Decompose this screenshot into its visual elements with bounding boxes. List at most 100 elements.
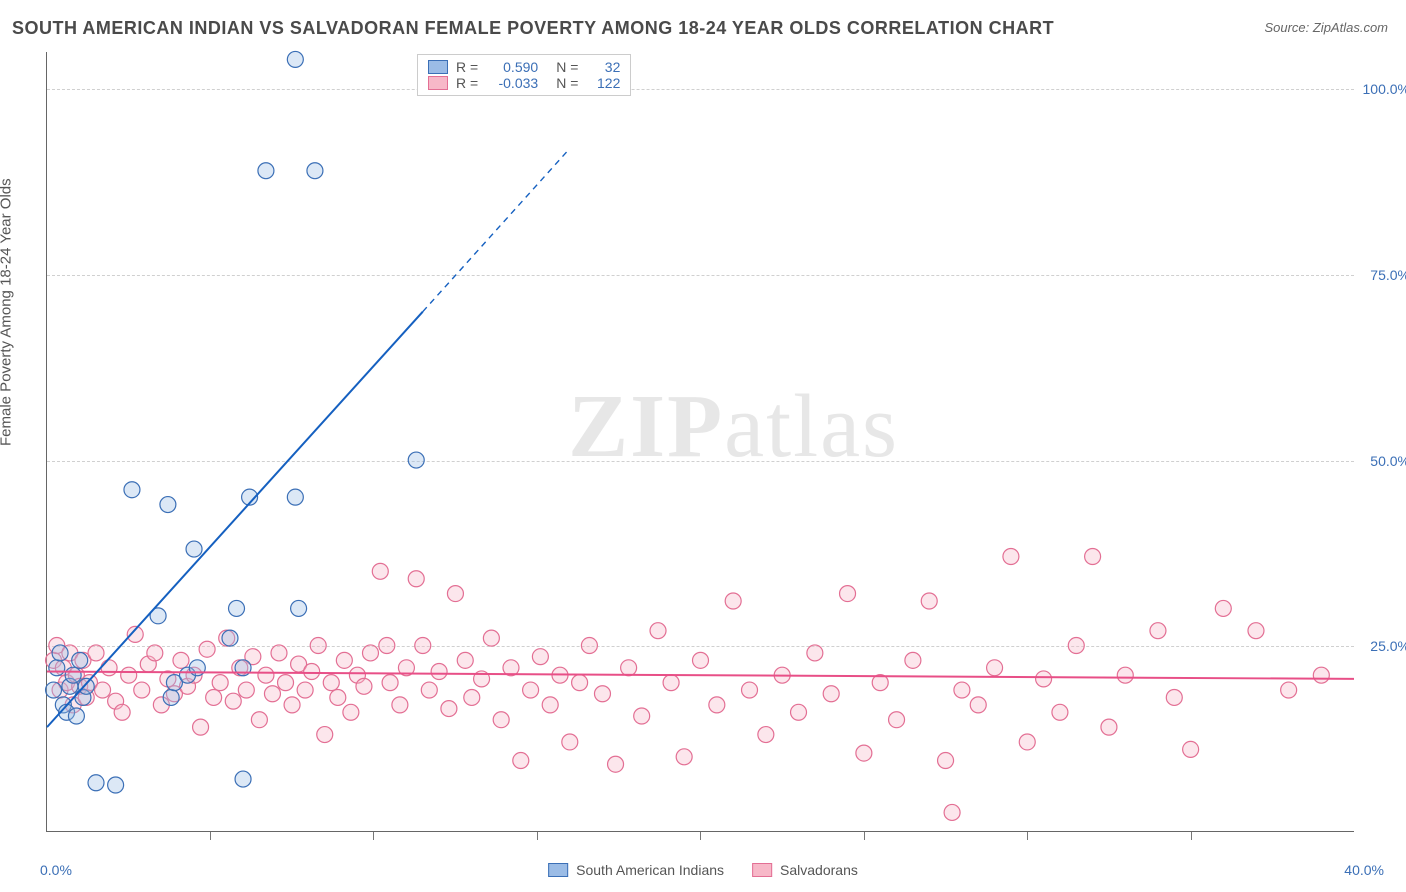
data-point <box>823 686 839 702</box>
data-point <box>542 697 558 713</box>
data-point <box>186 541 202 557</box>
data-point <box>441 701 457 717</box>
data-point <box>173 652 189 668</box>
data-point <box>1313 667 1329 683</box>
data-point <box>709 697 725 713</box>
data-point <box>238 682 254 698</box>
data-point <box>431 664 447 680</box>
legend-swatch <box>548 863 568 877</box>
data-point <box>493 712 509 728</box>
data-point <box>464 689 480 705</box>
data-point <box>676 749 692 765</box>
data-point <box>49 660 65 676</box>
data-point <box>278 675 294 691</box>
data-point <box>304 664 320 680</box>
chart-title: SOUTH AMERICAN INDIAN VS SALVADORAN FEMA… <box>12 18 1054 39</box>
data-point <box>101 660 117 676</box>
data-point <box>742 682 758 698</box>
x-tick-min: 0.0% <box>40 862 72 878</box>
data-point <box>317 727 333 743</box>
data-point <box>330 689 346 705</box>
data-point <box>362 645 378 661</box>
data-point <box>287 51 303 67</box>
data-point <box>88 645 104 661</box>
data-point <box>372 563 388 579</box>
data-point <box>562 734 578 750</box>
data-point <box>944 804 960 820</box>
data-point <box>483 630 499 646</box>
data-point <box>72 652 88 668</box>
data-point <box>725 593 741 609</box>
data-point <box>229 600 245 616</box>
data-point <box>264 686 280 702</box>
data-point <box>193 719 209 735</box>
data-point <box>987 660 1003 676</box>
plot-area: ZIPatlas 25.0%50.0%75.0%100.0% R =0.590N… <box>46 52 1354 832</box>
y-tick-label: 75.0% <box>1370 267 1406 283</box>
data-point <box>124 482 140 498</box>
data-point <box>225 693 241 709</box>
data-point <box>663 675 679 691</box>
data-point <box>52 645 68 661</box>
data-point <box>1183 741 1199 757</box>
data-point <box>1166 689 1182 705</box>
series-legend: South American IndiansSalvadorans <box>548 862 858 878</box>
data-point <box>532 649 548 665</box>
data-point <box>297 682 313 698</box>
data-point <box>163 689 179 705</box>
data-point <box>287 489 303 505</box>
data-point <box>970 697 986 713</box>
data-point <box>1068 638 1084 654</box>
data-point <box>343 704 359 720</box>
data-point <box>408 571 424 587</box>
data-point <box>594 686 610 702</box>
data-point <box>284 697 300 713</box>
stats-row: R =-0.033N =122 <box>428 75 620 91</box>
data-point <box>114 704 130 720</box>
data-point <box>356 678 372 694</box>
data-point <box>447 586 463 602</box>
legend-swatch <box>428 60 448 74</box>
data-point <box>46 682 62 698</box>
data-point <box>1019 734 1035 750</box>
data-point <box>523 682 539 698</box>
data-point <box>1117 667 1133 683</box>
x-tick-max: 40.0% <box>1344 862 1384 878</box>
data-point <box>88 775 104 791</box>
data-point <box>572 675 588 691</box>
data-point <box>1281 682 1297 698</box>
data-point <box>513 753 529 769</box>
data-point <box>905 652 921 668</box>
data-point <box>457 652 473 668</box>
data-point <box>78 678 94 694</box>
stats-legend: R =0.590N =32R =-0.033N =122 <box>417 54 631 96</box>
data-point <box>634 708 650 724</box>
data-point <box>134 682 150 698</box>
data-point <box>160 497 176 513</box>
data-point <box>251 712 267 728</box>
trend-line <box>423 148 570 311</box>
data-point <box>421 682 437 698</box>
data-point <box>1036 671 1052 687</box>
data-point <box>408 452 424 468</box>
data-point <box>68 708 84 724</box>
legend-item: Salvadorans <box>752 862 858 878</box>
data-point <box>758 727 774 743</box>
legend-swatch <box>752 863 772 877</box>
data-point <box>693 652 709 668</box>
data-point <box>1052 704 1068 720</box>
data-point <box>310 638 326 654</box>
data-point <box>212 675 228 691</box>
data-point <box>392 697 408 713</box>
data-point <box>1215 600 1231 616</box>
data-point <box>921 593 937 609</box>
data-point <box>258 163 274 179</box>
data-point <box>650 623 666 639</box>
data-point <box>258 667 274 683</box>
data-point <box>323 675 339 691</box>
data-point <box>235 771 251 787</box>
data-point <box>336 652 352 668</box>
data-point <box>938 753 954 769</box>
legend-swatch <box>428 76 448 90</box>
data-point <box>581 638 597 654</box>
